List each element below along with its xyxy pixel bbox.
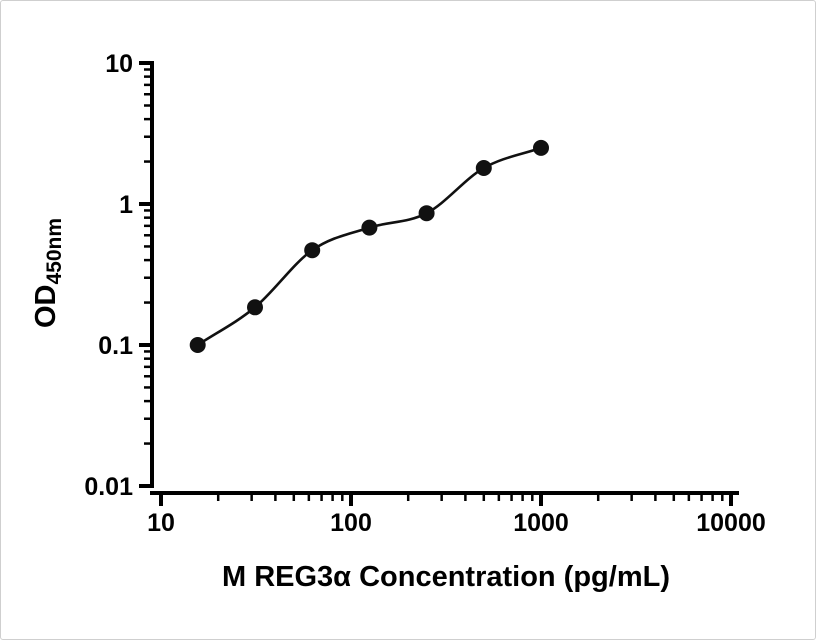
y-axis-title-main: OD [30,285,62,329]
data-point [475,160,492,176]
y-tick-label: 10 [105,50,133,78]
y-axis-title-subscript: 450nm [43,218,66,285]
axes-layer: 10 100 1000 10000 0.01 0.1 1 10 [84,50,765,537]
data-point [361,219,378,236]
x-tick-label: 100 [330,509,372,537]
y-tick-label: 0.01 [84,473,133,501]
fit-curve [196,146,542,347]
data-point [533,139,549,156]
data-point [304,242,321,259]
plot-layer [189,139,549,353]
y-tick-label: 1 [119,191,133,219]
x-tick-label: 1000 [513,509,569,537]
y-tick-label: 0.1 [98,332,133,360]
data-point [247,299,263,316]
x-tick-label: 10 [147,509,175,537]
data-point [418,205,435,222]
data-point [189,337,206,353]
x-tick-label: 10000 [696,509,766,537]
y-axis-title: OD450nm [30,218,66,328]
x-axis-title: M REG3α Concentration (pg/mL) [222,561,670,593]
